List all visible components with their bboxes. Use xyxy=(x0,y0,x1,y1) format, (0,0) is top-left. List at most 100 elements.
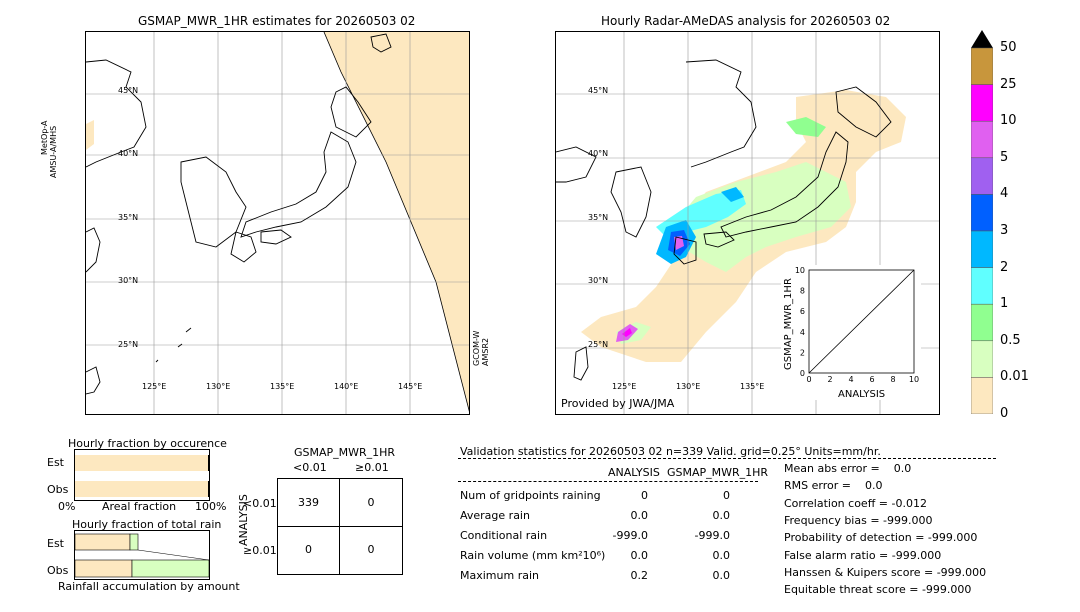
right-map[interactable] xyxy=(555,31,940,415)
right-map-title: Hourly Radar-AMeDAS analysis for 2026050… xyxy=(601,14,891,28)
contingency-row-header: <0.01 xyxy=(243,497,277,510)
left-map-coastline xyxy=(86,33,392,395)
left-lon-label: 130°E xyxy=(206,382,231,391)
inset-ytick: 10 xyxy=(795,266,805,275)
right-lat-label: 45°N xyxy=(588,86,609,95)
left-map-title: GSMAP_MWR_1HR estimates for 20260503 02 xyxy=(138,14,416,28)
fraction-rain-row-obs: Obs xyxy=(47,564,69,577)
fraction-rain-row-est: Est xyxy=(47,537,64,550)
fraction-occ-plot xyxy=(74,449,210,501)
validation-row-label: Average rain xyxy=(460,509,530,522)
right-lon-label: 135°E xyxy=(740,382,765,391)
inset-ylabel: GSMAP_MWR_1HR xyxy=(783,278,794,370)
right-lon-label: 125°E xyxy=(612,382,637,391)
validation-col-analysis: ANALYSIS xyxy=(608,466,660,479)
colorbar-canvas xyxy=(970,30,994,415)
inset-scatter-canvas: 00 2 2 4 4 6 6 8 8 10 10 xyxy=(795,266,919,384)
fraction-occ-axis-mid: Areal fraction xyxy=(102,500,177,513)
colorbar xyxy=(970,30,994,415)
validation-row-label: Conditional rain xyxy=(460,529,548,542)
fraction-rain-plot xyxy=(74,530,210,580)
validation-score: Hanssen & Kuipers score = -999.000 xyxy=(784,565,987,579)
right-lat-label: 25°N xyxy=(588,340,609,349)
validation-score: Probability of detection = -999.000 xyxy=(784,531,978,545)
validation-header-rule xyxy=(458,458,996,459)
right-lat-label: 35°N xyxy=(588,213,609,222)
validation-row-analysis: -999.0 xyxy=(612,529,648,542)
contingency-cell: 0 xyxy=(305,543,312,556)
inset-xtick: 6 xyxy=(869,375,874,384)
validation-row-analysis: 0.0 xyxy=(630,549,649,562)
contingency-cell: 339 xyxy=(298,496,319,509)
inset-diagonal xyxy=(808,269,915,374)
validation-score: False alarm ratio = -999.000 xyxy=(784,548,942,562)
right-sat-label-1: GCOM-W xyxy=(472,330,481,366)
right-sat-label-2: AMSR2 xyxy=(481,337,490,366)
validation-row-gsmap: 0 xyxy=(723,489,730,502)
colorbar-label: 25 xyxy=(1000,76,1017,92)
left-map-canvas xyxy=(86,32,469,414)
left-lat-label: 35°N xyxy=(118,213,139,222)
validation-score: Equitable threat score = -999.000 xyxy=(784,583,972,597)
fraction-rain-footer: Rainfall accumulation by amount xyxy=(58,580,240,593)
inset-scatter: 0 0 2 2 4 4 6 6 8 8 10 10 xyxy=(781,265,921,400)
left-lat-label: 40°N xyxy=(118,149,139,158)
validation-row-gsmap: 0.0 xyxy=(712,549,731,562)
left-lon-label: 140°E xyxy=(334,382,359,391)
validation-row-label: Maximum rain xyxy=(460,569,539,582)
colorbar-label: 0 xyxy=(1000,406,1009,421)
colorbar-label: 10 xyxy=(1000,113,1017,129)
left-map[interactable] xyxy=(85,31,470,415)
colorbar-segment xyxy=(970,230,994,268)
left-map-no-coverage-east xyxy=(324,32,469,414)
inset-xlabel: ANALYSIS xyxy=(838,389,886,400)
inset-xtick: 8 xyxy=(890,375,895,384)
contingency-row-header: ≥0.01 xyxy=(243,544,277,557)
colorbar-segment xyxy=(970,340,994,378)
validation-row-gsmap: 0.0 xyxy=(712,569,731,582)
colorbar-extend-arrow xyxy=(971,30,993,48)
colorbar-segment xyxy=(970,303,994,342)
validation-row-gsmap: -999.0 xyxy=(694,529,730,542)
left-sat-label-1: MetOp-A xyxy=(40,120,49,155)
validation-row-label: Rain volume (mm km²10⁶) xyxy=(460,549,606,562)
colorbar-segment xyxy=(970,267,994,305)
colorbar-label: 2 xyxy=(1000,259,1009,275)
colorbar-label: 0.5 xyxy=(1000,332,1021,348)
fraction-rain-canvas xyxy=(75,533,209,578)
colorbar-segment xyxy=(970,157,994,195)
inset-xtick: 2 xyxy=(827,375,832,384)
left-lon-label: 125°E xyxy=(142,382,167,391)
validation-header: Validation statistics for 20260503 02 n=… xyxy=(460,445,881,458)
fraction-occ-est-bar xyxy=(75,455,210,471)
fraction-occurrence-title: Hourly fraction by occurence xyxy=(68,437,227,450)
left-map-grid xyxy=(86,32,469,414)
inset-xtick: 4 xyxy=(848,375,853,384)
fraction-rain-title: Hourly fraction of total rain xyxy=(72,518,222,531)
colorbar-segment xyxy=(970,47,994,85)
colorbar-label: 5 xyxy=(1000,149,1009,165)
colorbar-label: 1 xyxy=(1000,296,1009,312)
inset-xtick: 10 xyxy=(909,375,919,384)
right-lon-label: 130°E xyxy=(676,382,701,391)
validation-row-label: Num of gridpoints raining xyxy=(460,489,601,502)
colorbar-segment xyxy=(970,84,994,122)
validation-score: Correlation coeff = -0.012 xyxy=(784,496,927,510)
right-map-coastline xyxy=(556,59,892,381)
contingency-col-header: <0.01 xyxy=(293,461,327,474)
validation-col-rule xyxy=(458,481,758,482)
inset-ytick: 8 xyxy=(800,287,805,296)
colorbar-segment xyxy=(970,377,994,415)
right-map-canvas xyxy=(556,32,939,414)
provider-credit: Provided by JWA/JMA xyxy=(561,397,675,410)
contingency-table: 339 0 0 0 xyxy=(277,478,403,575)
left-map-no-coverage-west xyxy=(86,120,94,150)
validation-row-analysis: 0.2 xyxy=(630,569,649,582)
inset-ytick: 4 xyxy=(800,328,805,337)
fraction-occ-obs-bar xyxy=(75,481,209,497)
validation-score: Frequency bias = -999.000 xyxy=(784,513,933,527)
left-lon-label: 135°E xyxy=(270,382,295,391)
colorbar-segment xyxy=(970,120,994,159)
left-lat-label: 25°N xyxy=(118,340,139,349)
colorbar-label: 0.01 xyxy=(1000,369,1029,385)
